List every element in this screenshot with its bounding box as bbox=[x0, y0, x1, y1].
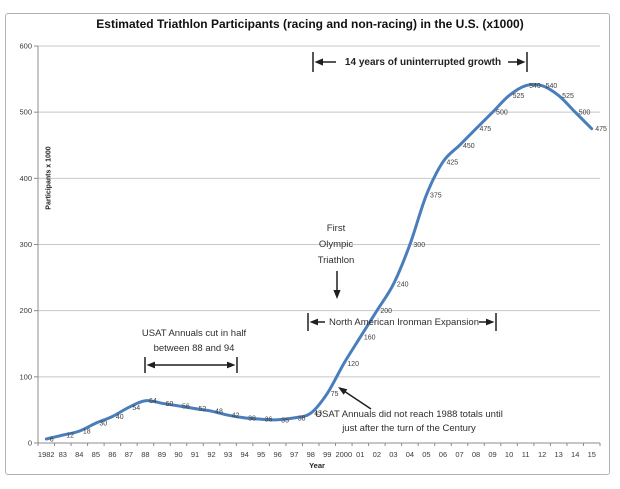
data-label: 540 bbox=[529, 83, 541, 90]
x-tick-label: 14 bbox=[571, 450, 579, 459]
data-label: 38 bbox=[298, 415, 306, 422]
data-label: 35 bbox=[281, 417, 289, 424]
data-label: 450 bbox=[463, 143, 475, 150]
x-tick-label: 96 bbox=[274, 450, 282, 459]
x-tick-label: 99 bbox=[323, 450, 331, 459]
y-tick-label: 200 bbox=[19, 306, 32, 315]
x-tick-label: 13 bbox=[555, 450, 563, 459]
data-label: 36 bbox=[265, 417, 273, 424]
data-label: 6 bbox=[50, 437, 54, 444]
data-label: 200 bbox=[380, 308, 392, 315]
data-label: 475 bbox=[480, 126, 492, 133]
data-label: 12 bbox=[66, 433, 74, 440]
data-label: 64 bbox=[149, 398, 157, 405]
y-tick-label: 500 bbox=[19, 108, 32, 117]
x-tick-label: 90 bbox=[174, 450, 182, 459]
annotation-usat-cut: USAT Annuals cut in half between 88 and … bbox=[141, 328, 247, 354]
chart-title: Estimated Triathlon Participants (racing… bbox=[96, 17, 524, 31]
usat-reach-arrow-head bbox=[338, 387, 348, 395]
x-tick-label: 07 bbox=[455, 450, 463, 459]
data-label: 475 bbox=[595, 126, 607, 133]
ironman-arrow-left-head bbox=[309, 318, 318, 326]
x-tick-label: 09 bbox=[488, 450, 496, 459]
data-label: 375 bbox=[430, 192, 442, 199]
data-label: 240 bbox=[397, 282, 409, 289]
x-tick-label: 93 bbox=[224, 450, 232, 459]
data-label: 500 bbox=[496, 110, 508, 117]
x-tick-label: 15 bbox=[588, 450, 596, 459]
annotation-usat-reach: USAT Annuals did not reach 1988 totals u… bbox=[315, 409, 503, 434]
data-label: 525 bbox=[562, 93, 574, 100]
x-tick-label: 92 bbox=[207, 450, 215, 459]
x-tick-label: 12 bbox=[538, 450, 546, 459]
data-label: 54 bbox=[132, 405, 140, 412]
x-tick-label: 08 bbox=[472, 450, 480, 459]
x-tick-label: 10 bbox=[505, 450, 513, 459]
y-tick-label: 0 bbox=[28, 439, 32, 448]
series-line bbox=[44, 82, 594, 441]
data-label: 38 bbox=[248, 415, 256, 422]
olympic-arrow-head bbox=[333, 290, 341, 299]
y-tick-label: 400 bbox=[19, 174, 32, 183]
x-axis-title: Year bbox=[309, 461, 325, 470]
y-tick-label: 100 bbox=[19, 372, 32, 381]
x-tick-label: 88 bbox=[141, 450, 149, 459]
growth-arrow-right-head bbox=[517, 58, 526, 66]
x-tick-label: 95 bbox=[257, 450, 265, 459]
data-label: 300 bbox=[413, 242, 425, 249]
x-tick-label: 1982 bbox=[38, 450, 55, 459]
ironman-arrow-right-head bbox=[486, 318, 495, 326]
data-label: 425 bbox=[446, 159, 458, 166]
x-tick-label: 02 bbox=[373, 450, 381, 459]
data-label: 525 bbox=[513, 93, 525, 100]
data-label: 30 bbox=[99, 421, 107, 428]
data-label: 75 bbox=[331, 391, 339, 398]
x-tick-label: 87 bbox=[125, 450, 133, 459]
x-tick-label: 01 bbox=[356, 450, 364, 459]
x-tick-label: 03 bbox=[389, 450, 397, 459]
x-tick-label: 98 bbox=[307, 450, 315, 459]
data-label: 42 bbox=[232, 413, 240, 420]
data-label: 540 bbox=[546, 83, 558, 90]
annotation-olympic: First Olympic Triathlon bbox=[317, 223, 355, 266]
usat-cut-left-head bbox=[146, 361, 155, 369]
x-tick-label: 11 bbox=[522, 450, 530, 459]
annotation-arrows bbox=[144, 52, 528, 410]
x-tick-label: 85 bbox=[92, 450, 100, 459]
x-tick-label: 84 bbox=[75, 450, 83, 459]
x-tick-label: 94 bbox=[240, 450, 248, 459]
data-label: 60 bbox=[165, 401, 173, 408]
usat-reach-arrow-line bbox=[343, 390, 372, 410]
x-tick-label: 04 bbox=[406, 450, 414, 459]
data-label: 120 bbox=[347, 361, 359, 368]
annotation-growth: 14 years of uninterrupted growth bbox=[344, 57, 502, 68]
y-tick-label: 300 bbox=[19, 240, 32, 249]
annotation-ironman: North American Ironman Expansion bbox=[329, 317, 479, 328]
usat-cut-right-head bbox=[227, 361, 236, 369]
data-label: 500 bbox=[579, 110, 591, 117]
x-tick-label: 83 bbox=[59, 450, 67, 459]
x-tick-label: 2000 bbox=[335, 450, 352, 459]
data-label: 40 bbox=[116, 414, 124, 421]
plot-area: 0 100 200 300 400 500 600 1982 83 84 85 86 87 88 89 90 9… bbox=[19, 42, 607, 460]
growth-arrow-left-head bbox=[314, 58, 323, 66]
data-label: 45 bbox=[314, 411, 322, 418]
x-tick-label: 89 bbox=[158, 450, 166, 459]
y-tick-label: 600 bbox=[19, 42, 32, 51]
data-label: 48 bbox=[215, 409, 223, 416]
x-tick-label: 97 bbox=[290, 450, 298, 459]
y-axis-title: Participants x 1000 bbox=[45, 146, 53, 210]
data-label: 52 bbox=[199, 406, 207, 413]
x-tick-label: 86 bbox=[108, 450, 116, 459]
x-tick-label: 05 bbox=[422, 450, 430, 459]
data-label: 18 bbox=[83, 429, 91, 436]
data-label: 56 bbox=[182, 403, 190, 410]
x-tick-label: 91 bbox=[191, 450, 199, 459]
data-label: 160 bbox=[364, 335, 376, 342]
x-tick-label: 06 bbox=[439, 450, 447, 459]
